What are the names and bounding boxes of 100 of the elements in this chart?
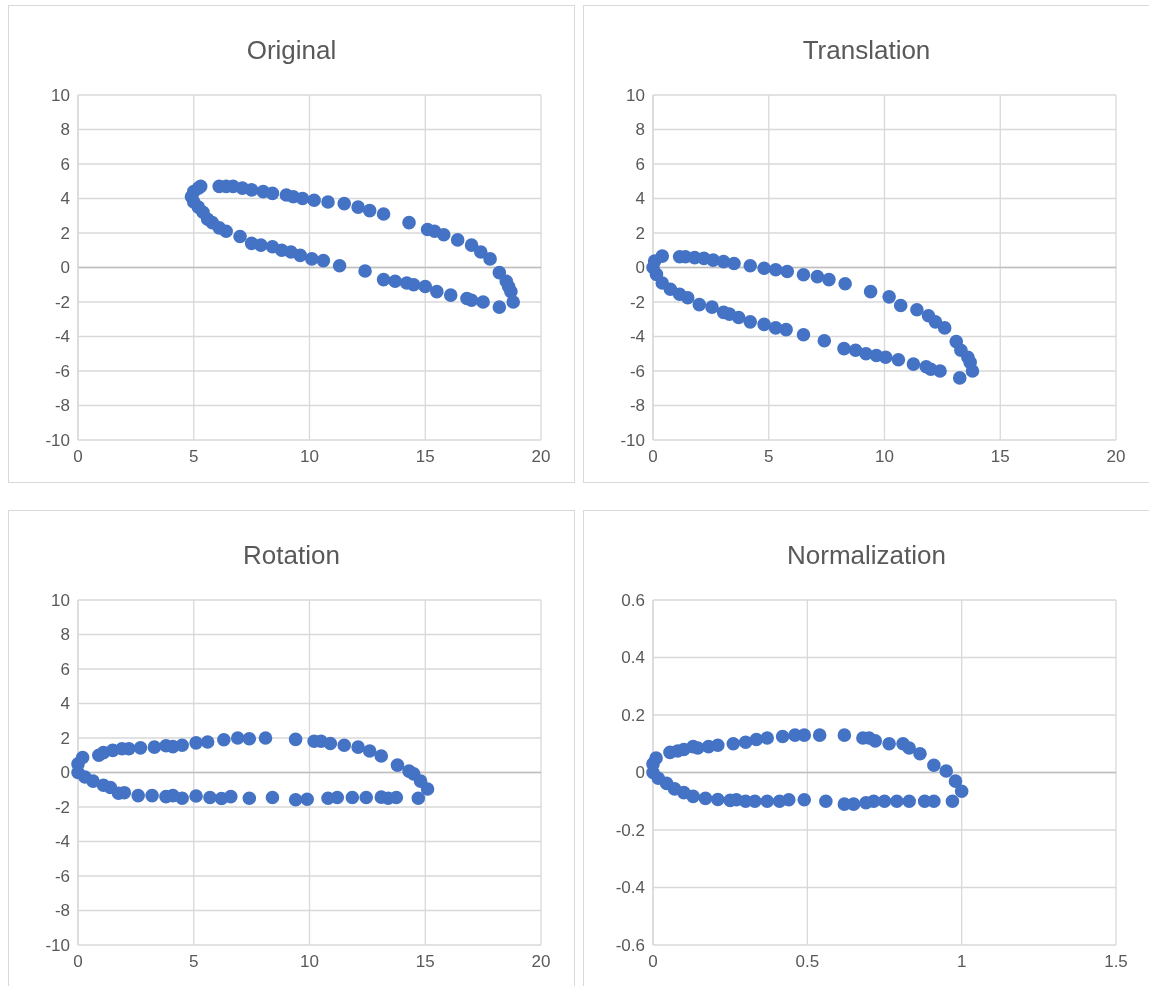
point <box>775 729 790 744</box>
y-tick-label: 0.2 <box>621 705 645 725</box>
point <box>265 790 280 805</box>
x-tick-label: 5 <box>764 447 774 466</box>
point <box>780 264 795 279</box>
point <box>810 269 825 284</box>
point <box>230 731 245 745</box>
y-tick-label: -0.4 <box>615 878 645 898</box>
chart-title: Rotation <box>243 540 340 570</box>
point <box>711 738 725 752</box>
y-tick-label: -10 <box>620 430 645 450</box>
point <box>743 258 758 273</box>
point <box>411 791 426 805</box>
y-tick-label: 0 <box>60 258 70 278</box>
x-tick-label: 0.5 <box>795 952 820 971</box>
point <box>359 790 374 805</box>
point <box>837 341 851 356</box>
y-tick-label: 6 <box>60 659 70 679</box>
y-tick-label: 4 <box>60 694 70 714</box>
point <box>321 791 335 805</box>
y-tick-label: 8 <box>60 625 70 645</box>
point <box>919 359 933 374</box>
point <box>362 744 377 758</box>
point <box>796 267 811 282</box>
point <box>726 736 741 751</box>
y-tick-label: -6 <box>54 866 70 886</box>
point <box>819 794 833 809</box>
x-tick-label: 20 <box>531 447 551 466</box>
point <box>913 747 927 761</box>
point <box>757 261 771 275</box>
point <box>78 770 92 784</box>
y-tick-label: 6 <box>60 154 70 174</box>
y-tick-label: 10 <box>626 85 645 105</box>
point <box>242 791 257 805</box>
y-tick-label: -2 <box>54 292 70 312</box>
y-tick-label: -4 <box>629 327 645 347</box>
point <box>649 267 664 282</box>
point <box>738 735 753 750</box>
y-tick-label: 10 <box>51 590 70 610</box>
y-tick-label: -4 <box>54 327 70 347</box>
point <box>189 736 203 750</box>
point <box>848 343 863 358</box>
y-tick-label: 4 <box>60 189 70 209</box>
y-tick-label: -8 <box>54 901 70 921</box>
y-tick-label: 6 <box>635 154 645 174</box>
y-tick-label: 10 <box>51 85 70 105</box>
point <box>910 302 924 317</box>
point <box>893 298 908 313</box>
point <box>390 758 405 772</box>
y-tick-label: -8 <box>54 396 70 416</box>
point <box>965 364 980 378</box>
point <box>882 290 896 304</box>
y-tick-label: -4 <box>54 832 70 852</box>
point <box>351 740 365 754</box>
point <box>882 736 896 751</box>
point <box>768 262 783 277</box>
point <box>189 789 203 803</box>
point <box>133 741 148 755</box>
point <box>760 794 775 809</box>
x-tick-label: 0 <box>648 447 658 466</box>
point <box>147 740 162 754</box>
point <box>822 272 836 287</box>
y-tick-label: -0.6 <box>615 935 645 955</box>
point <box>145 788 159 803</box>
point <box>75 750 90 765</box>
point <box>902 741 916 755</box>
point <box>868 734 883 748</box>
x-tick-label: 0 <box>73 952 83 971</box>
point <box>300 792 314 807</box>
point <box>891 353 906 367</box>
point <box>890 794 904 809</box>
point <box>242 731 257 746</box>
point <box>768 321 783 335</box>
x-tick-label: 5 <box>189 952 199 971</box>
y-tick-label: 0 <box>635 763 645 783</box>
point <box>698 791 713 806</box>
point <box>692 297 707 312</box>
point <box>420 782 435 796</box>
point <box>812 728 827 742</box>
point <box>939 764 954 778</box>
x-tick-label: 15 <box>415 952 435 971</box>
x-tick-label: 15 <box>415 447 435 466</box>
y-tick-label: 8 <box>635 120 645 140</box>
point <box>374 749 389 763</box>
point <box>948 774 963 788</box>
x-tick-label: 20 <box>531 952 551 971</box>
y-tick-label: 8 <box>60 120 70 140</box>
y-tick-label: -0.2 <box>615 820 645 840</box>
point <box>203 790 217 805</box>
x-tick-label: 1.5 <box>1104 952 1128 971</box>
point <box>937 321 952 335</box>
point <box>705 300 719 314</box>
point <box>716 305 731 320</box>
point <box>288 732 303 747</box>
y-tick-label: -2 <box>629 292 645 312</box>
y-tick-label: -6 <box>629 361 645 381</box>
point <box>711 792 725 807</box>
x-tick-label: 10 <box>875 447 894 466</box>
x-tick-label: 10 <box>300 952 319 971</box>
y-tick-label: 2 <box>635 223 645 243</box>
